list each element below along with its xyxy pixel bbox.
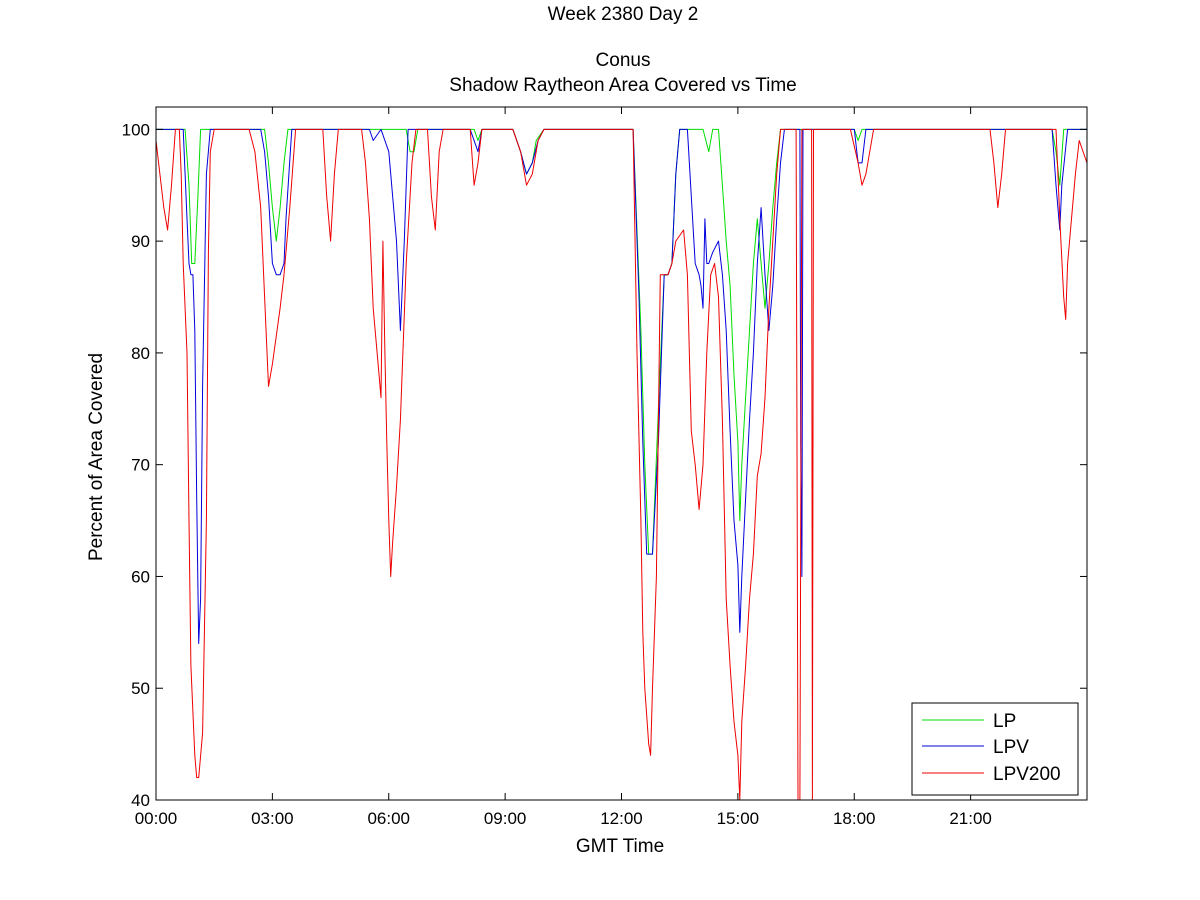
legend-box [911, 702, 1079, 796]
x-tick-label: 15:00 [717, 809, 760, 828]
plot-area [156, 107, 1087, 800]
x-tick-label: 09:00 [484, 809, 527, 828]
y-tick-label: 80 [131, 344, 150, 363]
legend-label-lpv: LPV [993, 737, 1029, 758]
y-axis-ticks: 40 50 60 70 80 90 100 [122, 120, 1087, 810]
y-tick-label: 50 [131, 679, 150, 698]
y-tick-label: 60 [131, 567, 150, 586]
x-axis-label: GMT Time [576, 836, 664, 857]
y-tick-label: 40 [131, 791, 150, 810]
chart-title-line-2: Conus [596, 50, 651, 71]
x-tick-label: 21:00 [949, 809, 992, 828]
series-layer [155, 128, 1088, 801]
y-tick-label: 90 [131, 232, 150, 251]
x-tick-label: 18:00 [833, 809, 876, 828]
chart-title-line-1: Week 2380 Day 2 [548, 4, 699, 25]
legend: LP LPV LPV200 [911, 702, 1079, 796]
x-tick-label: 12:00 [600, 809, 643, 828]
legend-label-lpv200: LPV200 [993, 764, 1061, 785]
x-tick-label: 06:00 [367, 809, 410, 828]
legend-label-lp: LP [993, 711, 1016, 732]
x-tick-label: 03:00 [251, 809, 294, 828]
y-tick-label: 100 [122, 120, 150, 139]
chart-title-line-3: Shadow Raytheon Area Covered vs Time [449, 75, 796, 96]
x-axis-ticks: 00:00 03:00 06:00 09:00 12:00 15:00 18:00 21:00 [135, 107, 992, 828]
y-tick-label: 70 [131, 456, 150, 475]
x-tick-label: 00:00 [135, 809, 178, 828]
y-axis-label: Percent of Area Covered [86, 353, 107, 561]
series-line-lpv200 [155, 128, 1088, 801]
